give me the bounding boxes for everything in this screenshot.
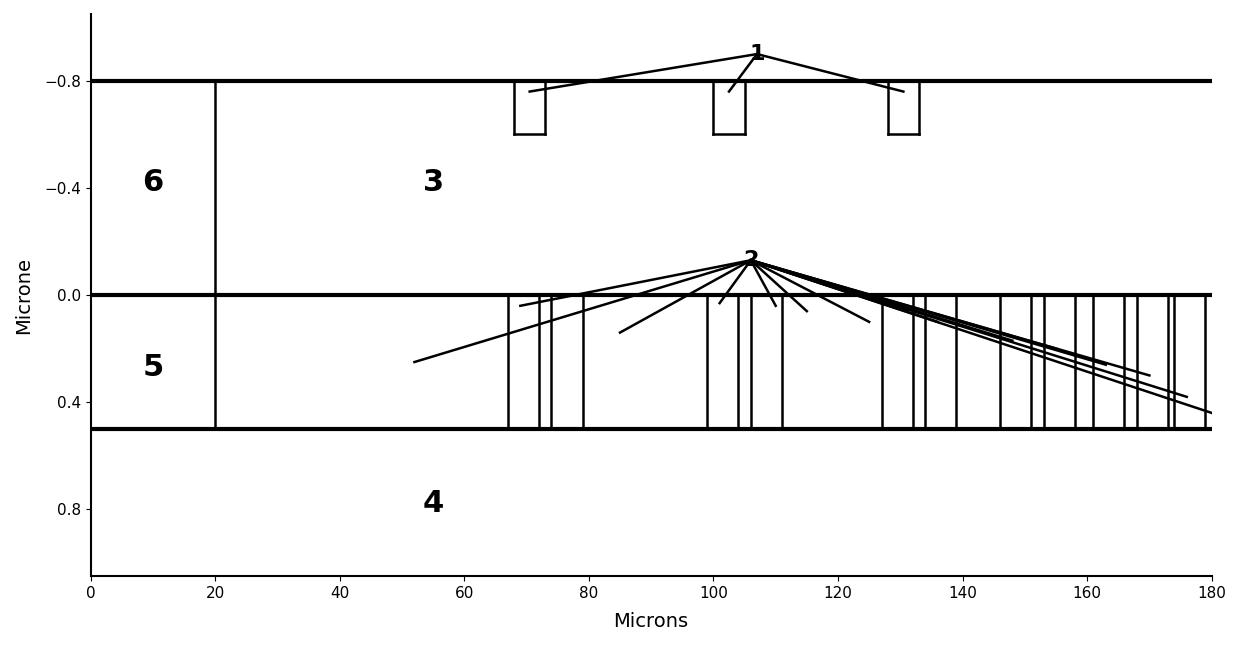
Text: 2: 2 bbox=[743, 250, 759, 270]
Text: 5: 5 bbox=[143, 353, 164, 382]
Y-axis label: Microne: Microne bbox=[14, 257, 33, 333]
Text: 1: 1 bbox=[749, 44, 765, 64]
Text: 4: 4 bbox=[423, 490, 444, 519]
Text: 6: 6 bbox=[143, 168, 164, 197]
X-axis label: Microns: Microns bbox=[614, 612, 688, 631]
Text: 3: 3 bbox=[423, 168, 444, 197]
